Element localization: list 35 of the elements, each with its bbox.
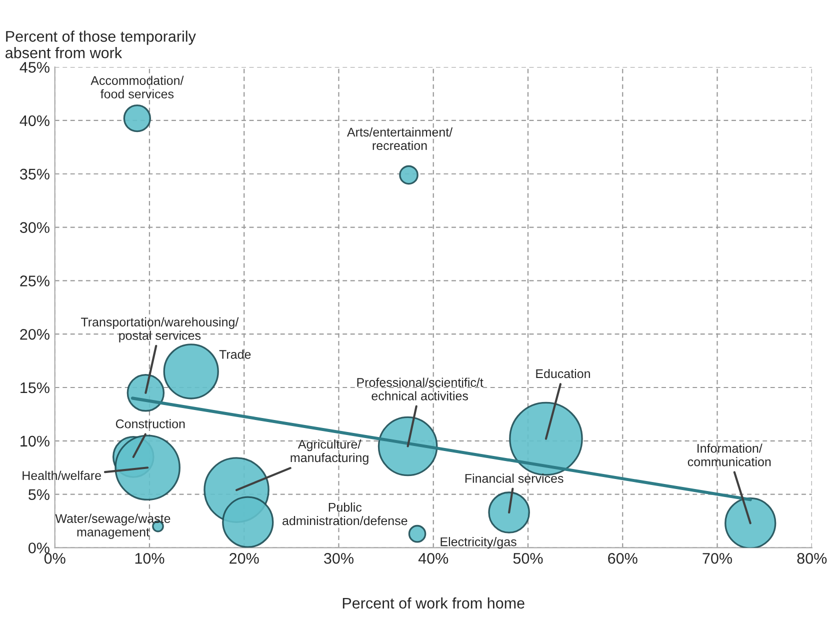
y-tick-label: 35% [20, 168, 50, 180]
y-tick-label: 40% [20, 115, 50, 126]
x-axis-title: Percent of work from home [342, 597, 524, 609]
annotation: Electricity/gas [440, 537, 516, 549]
x-tick-label: 0% [44, 552, 66, 564]
annotation: Trade [219, 350, 251, 359]
annotation: Professional/scientific/t echnical activities [357, 378, 484, 400]
annotation: Water/sewage/waste management [55, 514, 170, 539]
x-tick-label: 50% [513, 552, 543, 564]
annotation: Financial services [465, 474, 564, 483]
annotation: Information/ communication [688, 444, 771, 466]
y-tick-label: 10% [20, 436, 50, 447]
x-tick-label: 10% [135, 552, 164, 564]
y-tick-label: 45% [20, 62, 50, 73]
annotation: Education [536, 368, 590, 378]
annotation: Accommodation/ food services [90, 76, 184, 98]
y-tick-label: 15% [20, 382, 50, 394]
y-tick-label: 30% [20, 222, 50, 233]
y-tick-label: 20% [20, 328, 50, 340]
x-tick-label: 30% [324, 552, 354, 564]
annotation: Agriculture/ manufacturing [290, 439, 368, 465]
x-tick-label: 20% [230, 552, 259, 564]
annotation: Transportation/warehousing/ postal services [81, 317, 239, 342]
x-tick-label: 40% [418, 552, 448, 564]
y-tick-label: 5% [28, 489, 50, 500]
annotation: Arts/entertainment/ recreation [346, 127, 453, 150]
annotation: Health/welfare [22, 470, 101, 480]
y-axis-title: Percent of those temporarily absent from work [6, 30, 196, 58]
x-tick-label: 70% [702, 552, 732, 564]
y-tick-label: 25% [20, 276, 50, 286]
y-tick-label: 0% [28, 542, 50, 554]
x-tick-label: 60% [608, 552, 638, 564]
annotation: Public administration/defense [282, 502, 408, 526]
annotation: Construction [116, 419, 185, 428]
x-tick-label: 80% [797, 552, 827, 564]
